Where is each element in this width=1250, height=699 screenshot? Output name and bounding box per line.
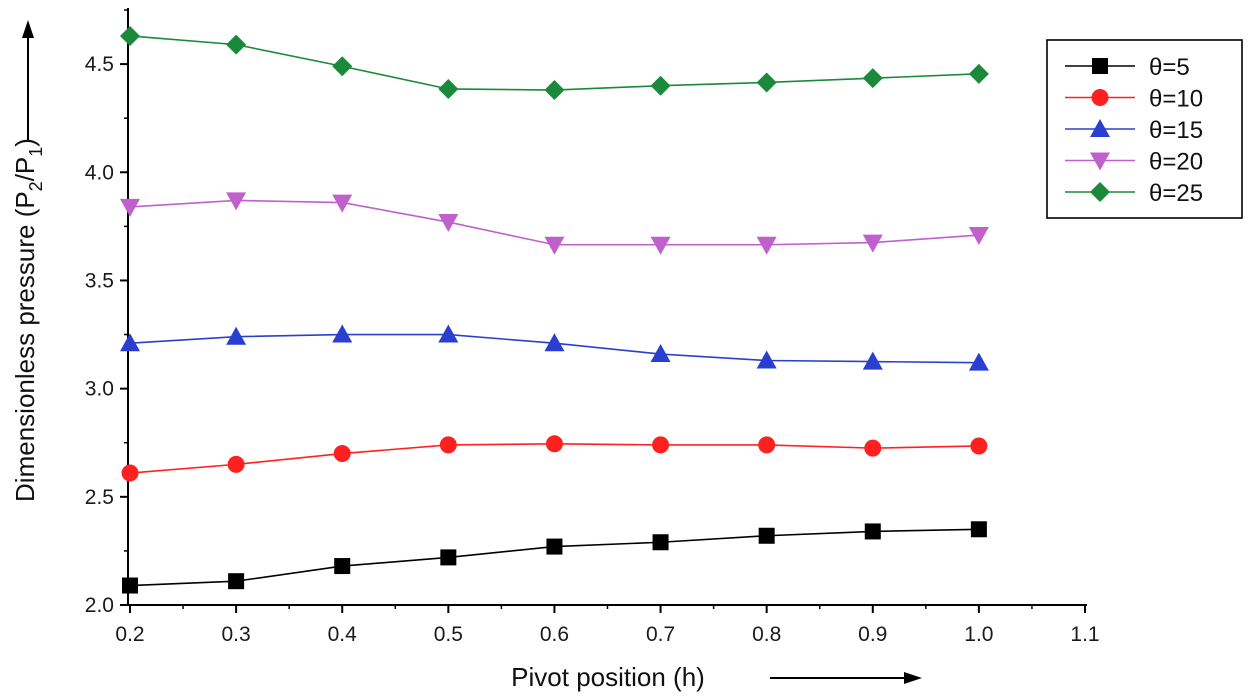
data-point [546,538,563,555]
x-axis-title: Pivot position (h) [511,662,705,692]
data-point [228,573,245,590]
legend: θ=5 θ=10 θ=15 θ=20 θ=25 [1046,39,1243,219]
axes: 0.2 0.3 0.4 0.5 0.6 0.7 0.8 0.9 1.0 1.1 2.0 2.5 3.0 3… [85,8,1100,646]
data-point [440,549,457,566]
data-point [544,333,565,352]
legend-marker [1090,119,1110,137]
data-point [120,198,140,217]
series-line-0 [129,528,979,587]
y-tick-label: 4.0 [85,161,114,184]
data-point [650,75,671,96]
y-tick-label: 2.0 [85,594,114,617]
data-point [332,56,353,77]
y-axis-title-main: Dimensionless pressure (P [10,191,40,502]
data-point [862,68,883,89]
x-tick-label: 0.9 [858,623,887,646]
data-point [438,214,459,233]
data-point [968,227,989,246]
data-point [756,72,777,93]
y-tick-label: 3.0 [85,378,114,401]
legend-marker [1090,152,1110,171]
data-point [652,436,670,454]
data-point [332,194,353,213]
data-point [121,464,139,482]
data-point [226,192,247,211]
data-point [544,80,565,101]
data-point [545,435,563,453]
data-point [652,534,669,551]
data-point [122,577,138,594]
x-tick-label: 1.1 [1070,623,1099,646]
x-tick-label: 0.3 [222,623,251,646]
data-point [544,236,565,255]
legend-marker [1091,89,1109,106]
y-axis-title-sub2: 1 [26,147,46,157]
legend-label: θ=15 [1149,117,1203,144]
data-point [968,63,989,84]
x-tick-label: 0.4 [328,623,358,646]
legend-label: θ=20 [1149,149,1203,176]
y-axis-title-mid: /P [10,157,40,182]
x-arrow-head [904,672,922,684]
y-tick-label: 4.5 [85,53,114,76]
series-lines [129,35,979,587]
legend-marker [1090,182,1110,202]
legend-marker [1092,58,1108,74]
data-point [120,25,140,46]
legend-label: θ=25 [1149,180,1203,207]
series-markers [120,25,989,594]
data-point [970,521,987,538]
data-point [756,350,777,369]
data-point [439,436,457,454]
x-tick-label: 0.2 [115,623,144,646]
data-point [226,34,247,55]
data-point [968,352,989,371]
x-tick-label: 0.5 [434,623,463,646]
y-axis-arrow [22,20,34,140]
data-point [226,326,247,345]
legend-label: θ=5 [1149,54,1190,81]
y-tick-label: 2.5 [85,486,114,509]
y-axis-title: Dimensionless pressure (P2/P1) [10,138,46,502]
y-axis-title-close: ) [10,138,40,147]
y-axis-title-sub1: 2 [26,181,46,191]
legend-label: θ=10 [1149,86,1203,113]
data-point [650,236,671,255]
data-point [756,236,777,255]
data-point [332,324,353,343]
data-point [120,333,140,352]
x-tick-label: 0.6 [540,623,569,646]
data-point [864,523,881,540]
data-point [334,558,351,575]
data-point [650,344,671,363]
data-point [758,527,775,544]
data-point [438,324,459,343]
data-point [227,455,245,473]
x-axis-arrow [770,672,922,684]
data-point [758,436,776,454]
data-point [862,351,883,370]
x-tick-label: 0.8 [752,623,781,646]
x-tick-label: 1.0 [964,623,993,646]
data-point [970,437,988,455]
data-point [333,445,351,463]
data-point [862,234,883,253]
x-tick-label: 0.7 [646,623,675,646]
y-arrow-head [22,20,34,38]
data-point [438,78,459,99]
y-tick-label: 3.5 [85,269,114,292]
data-point [864,439,882,457]
